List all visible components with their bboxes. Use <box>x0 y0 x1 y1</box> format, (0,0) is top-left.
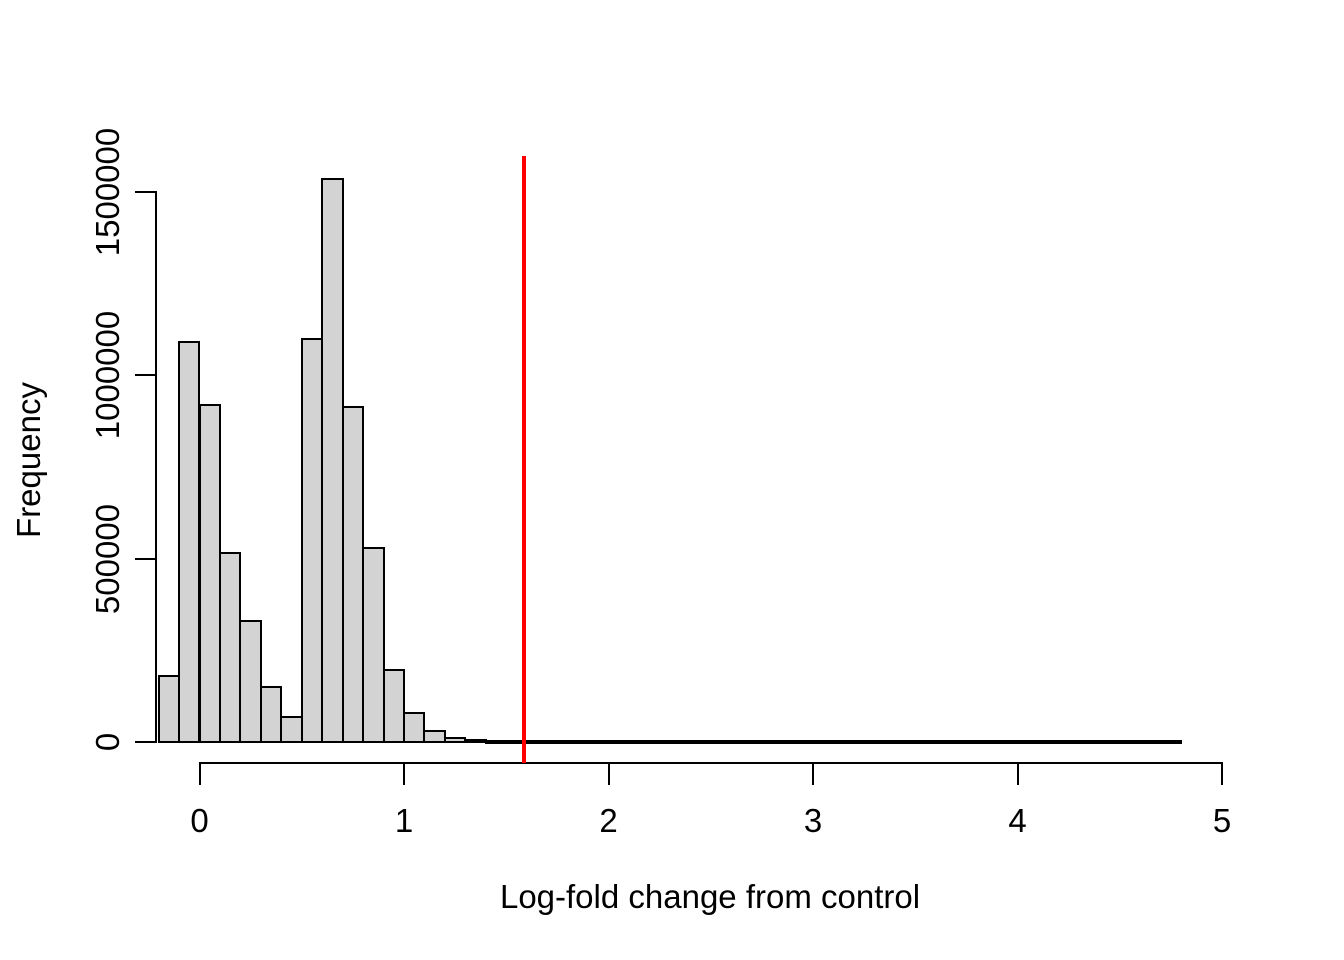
histogram-bar <box>873 740 896 744</box>
x-tick-label: 4 <box>1008 802 1027 839</box>
x-tick <box>1221 763 1223 785</box>
y-tick <box>135 374 156 377</box>
histogram-bar <box>198 403 221 743</box>
x-tick <box>1016 763 1019 785</box>
x-axis-title: Log-fold change from control <box>499 878 921 915</box>
histogram-bar <box>546 740 569 744</box>
histogram-bar <box>484 740 508 744</box>
histogram-bar <box>239 620 262 743</box>
histogram-bar <box>1159 740 1183 744</box>
histogram-bar <box>259 686 283 743</box>
histogram-bar <box>423 730 446 743</box>
x-tick <box>607 763 610 785</box>
histogram-bar <box>996 740 1019 744</box>
histogram-bar <box>218 552 242 743</box>
histogram-bar <box>934 740 958 744</box>
y-tick-label: 0 <box>89 732 126 751</box>
histogram-bar <box>525 740 549 744</box>
threshold-line <box>521 156 526 763</box>
histogram-bar <box>1077 740 1101 744</box>
y-tick <box>135 740 156 743</box>
histogram-bar <box>607 740 630 744</box>
histogram-bar <box>1057 740 1080 744</box>
histogram-bar <box>1118 740 1142 744</box>
histogram-bar <box>955 740 978 744</box>
y-tick <box>135 557 156 560</box>
histogram-bar <box>975 740 999 744</box>
histogram-bar <box>178 341 201 743</box>
histogram-bar <box>893 740 917 744</box>
histogram-bar <box>750 740 774 744</box>
histogram-bar <box>791 740 814 744</box>
y-axis-title: Frequency <box>10 382 47 538</box>
histogram-bar <box>648 740 671 744</box>
histogram-bar <box>566 740 590 744</box>
histogram-bar <box>403 711 426 743</box>
histogram-bar <box>362 547 385 743</box>
x-tick <box>812 763 814 785</box>
x-tick-label: 3 <box>803 802 823 839</box>
y-tick-label: 1000000 <box>89 310 126 440</box>
y-tick-label: 500000 <box>89 503 126 614</box>
y-tick <box>135 190 156 193</box>
histogram-bar <box>321 178 344 743</box>
histogram-bar <box>832 740 855 744</box>
histogram-bar <box>709 740 733 744</box>
x-tick-label: 0 <box>190 802 209 839</box>
histogram-bar <box>771 740 794 744</box>
histogram-bar <box>1036 740 1060 744</box>
histogram-bar <box>1016 740 1039 744</box>
histogram-bar <box>341 405 365 743</box>
histogram-bar <box>443 736 467 743</box>
histogram-bar <box>300 337 324 743</box>
histogram-bar <box>852 740 876 744</box>
histogram-bar <box>1139 740 1162 744</box>
histogram-bar <box>382 668 405 743</box>
histogram-bar <box>914 740 937 744</box>
y-tick-label: 1500000 <box>89 127 126 257</box>
histogram-bar <box>1098 740 1121 744</box>
histogram-bar <box>627 740 651 744</box>
histogram-bar <box>812 740 835 744</box>
histogram-bar <box>730 740 753 744</box>
histogram-bar <box>587 740 610 744</box>
x-tick <box>403 763 405 785</box>
y-axis-line <box>155 190 157 743</box>
x-tick-label: 1 <box>394 802 414 839</box>
histogram-bar <box>280 716 303 743</box>
histogram-bar <box>668 740 692 744</box>
x-tick <box>198 763 201 785</box>
x-axis-line <box>198 762 1223 764</box>
histogram-bar <box>157 675 181 743</box>
histogram-bar <box>689 740 712 744</box>
histogram-bar <box>464 738 487 743</box>
x-tick-label: 2 <box>599 802 618 839</box>
x-tick-label: 5 <box>1212 802 1232 839</box>
